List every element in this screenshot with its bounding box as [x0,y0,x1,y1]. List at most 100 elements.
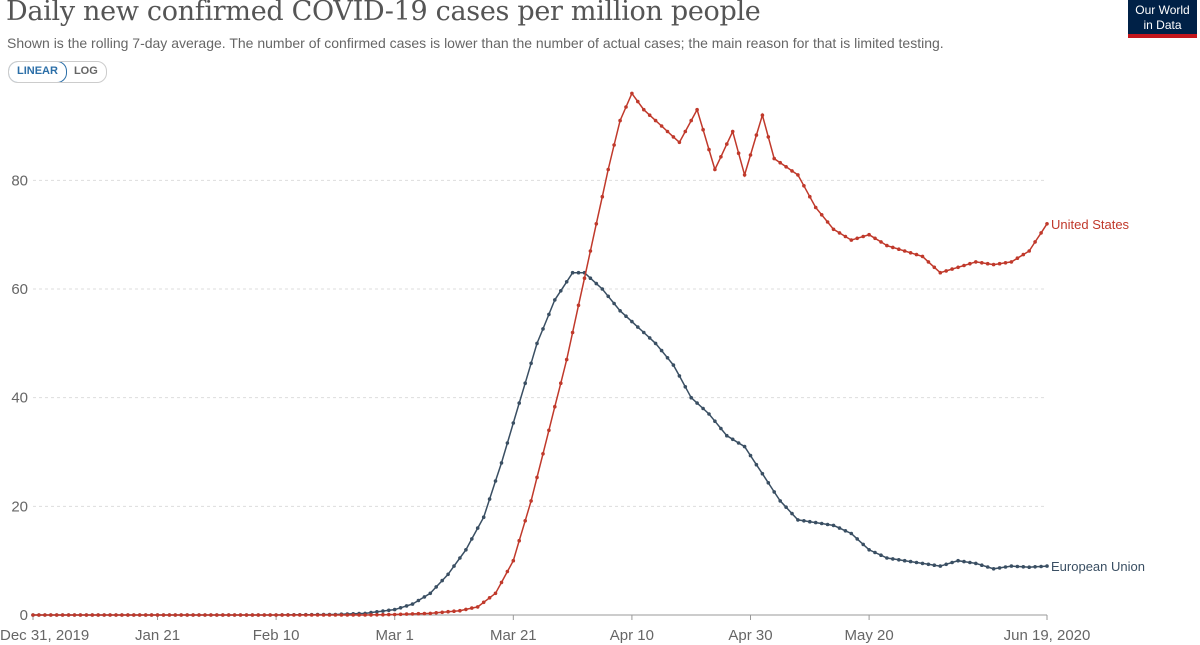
united-states-point [677,140,682,145]
united-states-point [102,613,106,617]
european-union-point [470,537,474,541]
united-states-point [232,613,237,617]
united-states-point [920,254,925,259]
united-states-point [559,381,563,386]
united-states-point [1033,240,1037,244]
united-states-point [369,613,373,617]
european-union-point [748,453,753,458]
european-union-point [713,419,717,424]
scale-toggle[interactable]: LINEAR LOG [8,61,107,83]
united-states-point [897,247,901,251]
united-states-point [120,613,124,617]
united-states-point [855,236,859,241]
european-union-point [600,287,605,291]
european-union-point [493,479,498,483]
european-union-point [529,361,533,366]
united-states-point [825,220,830,224]
united-states-point [351,613,356,617]
united-states-point [446,609,450,614]
united-states-point [553,404,557,409]
united-states-point [274,613,278,617]
european-union-point [956,558,960,563]
european-union-point [837,526,842,530]
united-states-point [298,613,302,617]
united-states-point [511,558,516,563]
united-states-point [256,613,261,617]
united-states-point [742,173,747,177]
united-states-point [748,153,753,157]
united-states-point [238,613,243,617]
x-tick-label: May 20 [845,627,894,644]
united-states-point [576,303,581,308]
united-states-line [33,91,1048,616]
log-scale-button[interactable]: LOG [73,65,98,77]
owid-logo[interactable]: Our World in Data [1128,0,1197,38]
european-union-point [997,566,1002,570]
european-union-point [440,578,445,583]
united-states-point [179,613,183,617]
european-union-point [559,289,563,293]
european-union-point [695,401,699,405]
european-union-point [387,608,391,613]
united-states-point [618,118,622,123]
united-states-point [1003,261,1008,265]
united-states-point [547,428,551,433]
european-union-point [719,426,723,431]
united-states-point [470,606,474,610]
united-states-point [268,613,273,617]
united-states-point [541,452,545,456]
united-states-point [665,129,670,134]
united-states-point [327,613,332,617]
european-union-point [766,481,771,485]
united-states-point [475,605,480,609]
european-union-point [813,520,818,525]
european-union-point [547,312,551,317]
united-states-point [1027,249,1031,253]
european-union-point [541,327,545,331]
united-states-point [891,245,895,250]
united-states-point [37,613,41,617]
european-union-point [808,519,812,524]
united-states-point [932,265,937,270]
european-union-point [897,558,901,562]
united-states-point [689,118,693,123]
united-states-point [659,124,664,128]
european-union-point [630,319,634,324]
united-states-point [642,107,646,112]
united-states-point [1021,252,1026,257]
european-union-point [736,441,741,445]
european-union-point [1021,565,1026,569]
united-states-point [837,231,842,235]
united-states-point [861,234,865,239]
united-states-point [191,613,195,617]
united-states-point [422,611,427,616]
y-tick-label: 20 [11,498,28,515]
united-states-point [357,613,361,617]
european-union-point [1039,564,1043,569]
european-union-point [618,309,622,313]
united-states-point [754,133,759,137]
x-tick-label: Apr 30 [728,627,772,644]
united-states-point [902,249,907,253]
european-union-point [938,564,943,568]
united-states-point [873,236,877,241]
united-states-point [778,160,782,165]
united-states-point [381,612,385,617]
united-states-point [624,105,628,109]
european-union-point [784,505,788,510]
european-union-point [778,499,782,503]
united-states-point [143,613,148,617]
united-states-point [843,234,848,239]
united-states-label: United States [1051,217,1130,232]
united-states-point [280,613,284,617]
united-states-point [60,613,65,617]
united-states-point [481,600,486,605]
european-union-point [855,537,859,541]
linear-scale-button[interactable]: LINEAR [8,62,67,82]
european-union-point [606,294,610,299]
united-states-point [434,611,439,615]
european-union-point [594,281,599,286]
united-states-point [956,265,960,270]
united-states-point [161,613,166,617]
united-states-point [588,249,593,253]
